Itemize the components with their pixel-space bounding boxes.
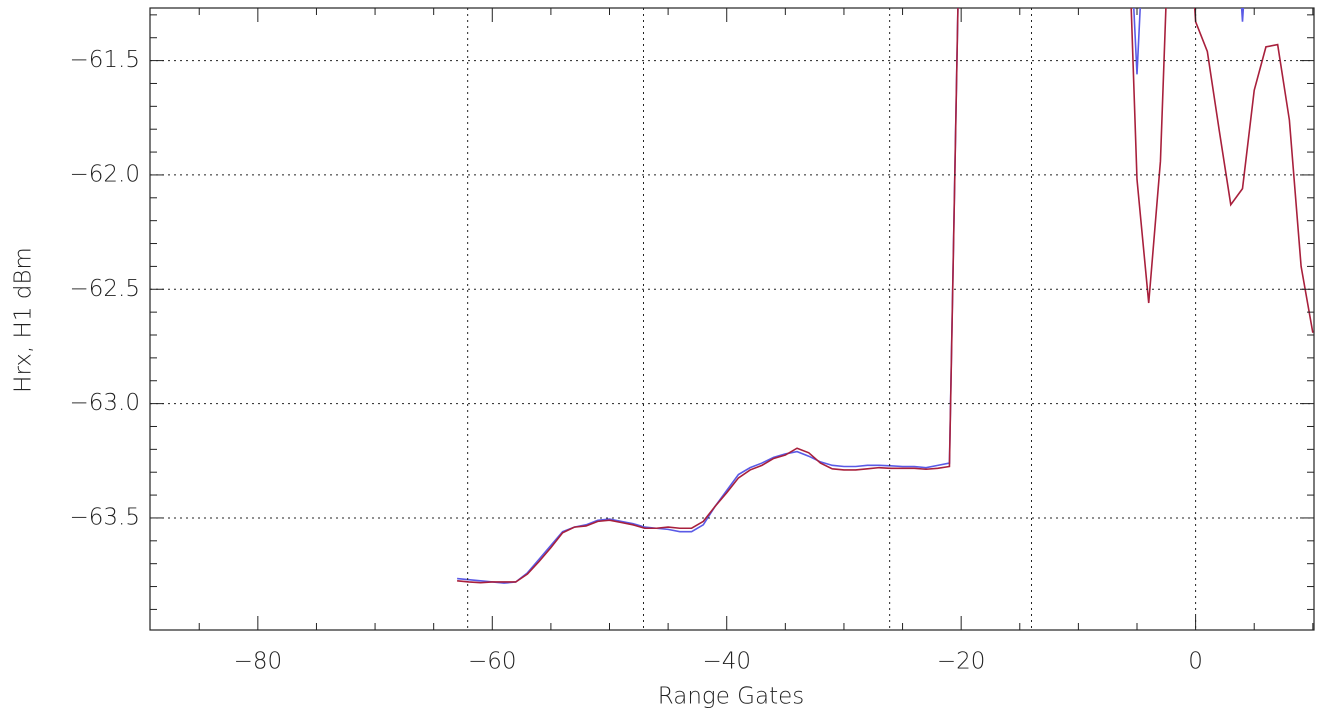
y-tick-label: −62.5 bbox=[70, 276, 140, 302]
data-line bbox=[457, 8, 1245, 584]
x-tick-label: −80 bbox=[234, 649, 283, 675]
x-tick-label: −40 bbox=[702, 649, 751, 675]
x-tick-label: 0 bbox=[1188, 649, 1203, 675]
plot-frame bbox=[149, 7, 1315, 631]
y-tick-label: −61.5 bbox=[70, 47, 140, 73]
y-axis-label: Hrx, H1 dBm bbox=[11, 247, 37, 393]
y-tick-label: −62.0 bbox=[70, 161, 140, 187]
y-tick-label: −63.0 bbox=[70, 390, 140, 416]
data-line bbox=[457, 8, 1314, 584]
x-tick-label: −20 bbox=[937, 649, 986, 675]
x-tick-label: −60 bbox=[468, 649, 517, 675]
plot-area bbox=[457, 8, 1314, 584]
x-axis-label: Range Gates bbox=[658, 684, 804, 710]
y-tick-label: −63.5 bbox=[70, 504, 140, 530]
